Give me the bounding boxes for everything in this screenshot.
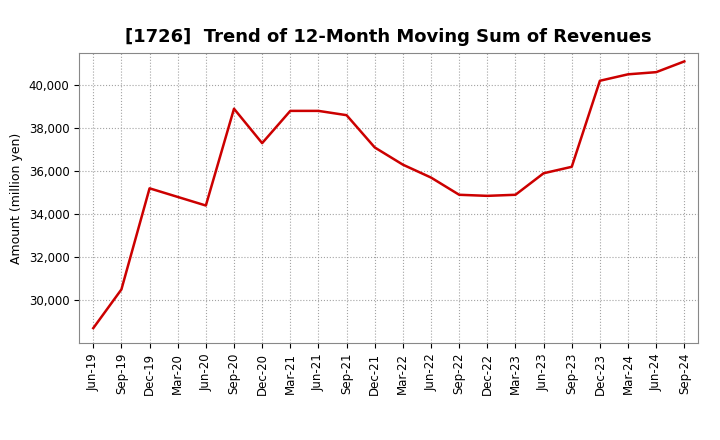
Title: [1726]  Trend of 12-Month Moving Sum of Revenues: [1726] Trend of 12-Month Moving Sum of R… xyxy=(125,28,652,46)
Y-axis label: Amount (million yen): Amount (million yen) xyxy=(10,132,23,264)
